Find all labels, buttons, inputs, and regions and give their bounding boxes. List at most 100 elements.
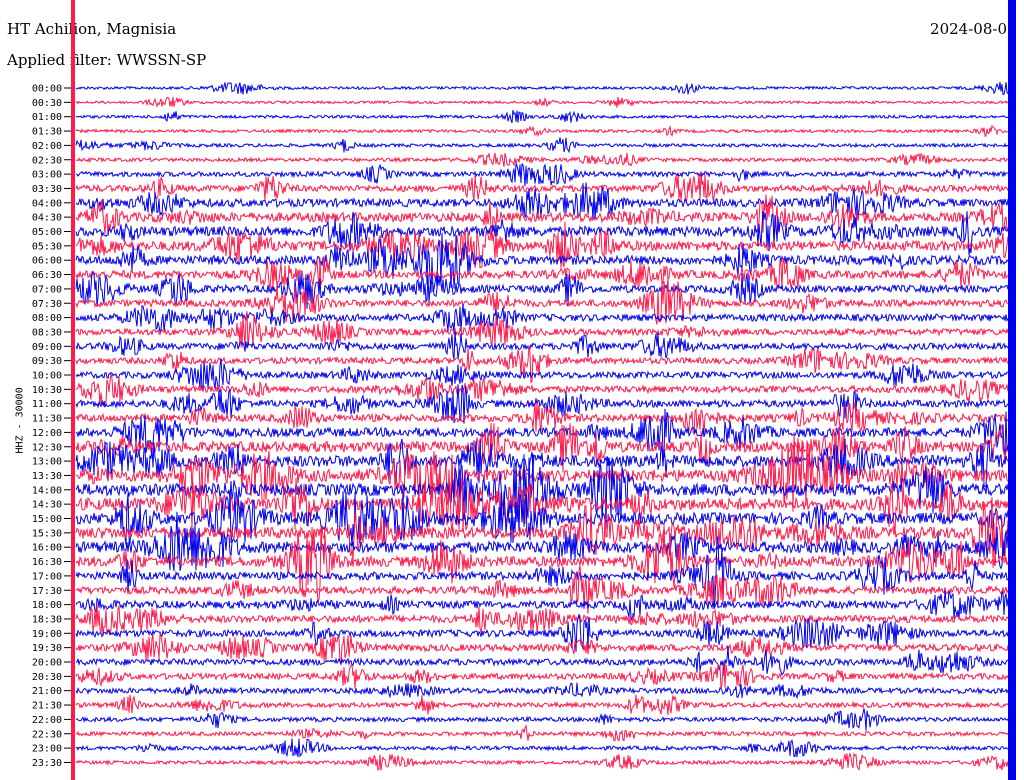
seismic-trace-0030 [75, 96, 1009, 108]
seismic-trace-1430 [75, 477, 1009, 533]
time-tick-label: 12:30 [32, 442, 62, 453]
time-tick-label: 02:00 [32, 141, 62, 152]
time-tick-label: 04:00 [32, 198, 62, 209]
seismic-trace-0000 [75, 81, 1009, 95]
seismic-trace-0230 [75, 152, 1009, 167]
time-tick-label: 12:00 [32, 428, 62, 439]
seismic-trace-1700 [75, 535, 1009, 609]
trace-group [75, 81, 1009, 772]
seismic-trace-1400 [75, 454, 1009, 530]
time-tick-label: 05:30 [32, 241, 62, 252]
seismic-trace-0630 [75, 255, 1009, 290]
time-tick-label: 01:30 [32, 127, 62, 138]
time-tick-label: 09:00 [32, 342, 62, 353]
time-tick-label: 14:00 [32, 485, 62, 496]
seismic-trace-0300 [75, 161, 1009, 187]
seismic-trace-2130 [75, 694, 1009, 716]
time-tick-label: 16:00 [32, 543, 62, 554]
seismic-trace-0330 [75, 172, 1009, 203]
seismic-trace-0500 [75, 211, 1009, 256]
seismic-trace-2330 [75, 752, 1009, 772]
time-tick-label: 00:00 [32, 84, 62, 95]
filter-label: Applied filter: WWSSN-SP [7, 51, 207, 69]
seismic-trace-0930 [75, 345, 1009, 384]
time-tick-label: 23:30 [32, 758, 62, 769]
right-edge-bar [1008, 0, 1016, 780]
seismic-trace-1030 [75, 373, 1009, 408]
seismic-trace-0130 [75, 124, 1009, 138]
time-tick-label: 19:00 [32, 629, 62, 640]
time-tick-label: 18:00 [32, 600, 62, 611]
seismic-trace-0530 [75, 221, 1009, 269]
time-tick-label: 06:30 [32, 270, 62, 281]
left-edge-bar [71, 0, 75, 780]
seismic-trace-1230 [75, 422, 1009, 476]
time-tick-label: 07:00 [32, 284, 62, 295]
time-tick-labels: 00:00 00:30 01:00 01:30 02:00 02:30 03:00 03:30… [32, 84, 71, 769]
seismic-trace-2300 [75, 738, 1009, 758]
time-tick-label: 08:30 [32, 327, 62, 338]
seismic-trace-1000 [75, 358, 1009, 392]
seismic-trace-1900 [75, 614, 1009, 652]
time-tick-label: 03:30 [32, 184, 62, 195]
seismic-trace-2200 [75, 708, 1009, 731]
date-label: 2024-08-0 [930, 20, 1007, 38]
seismic-trace-0400 [75, 182, 1009, 221]
seismic-trace-1830 [75, 603, 1009, 636]
seismic-trace-1800 [75, 590, 1009, 621]
seismic-trace-0800 [75, 304, 1009, 335]
seismic-trace-1200 [75, 408, 1009, 462]
seismic-trace-1600 [75, 511, 1009, 572]
time-tick-label: 21:30 [32, 701, 62, 712]
time-tick-label: 20:30 [32, 672, 62, 683]
time-tick-label: 05:00 [32, 227, 62, 238]
seismic-trace-0900 [75, 331, 1009, 360]
time-tick-label: 17:30 [32, 586, 62, 597]
seismic-trace-1530 [75, 497, 1009, 568]
time-tick-label: 10:30 [32, 385, 62, 396]
station-title: HT Achilion, Magnisia [7, 20, 177, 38]
seismic-trace-2230 [75, 723, 1009, 742]
time-tick-label: 02:30 [32, 155, 62, 166]
time-tick-label: 07:30 [32, 299, 62, 310]
time-tick-label: 13:00 [32, 457, 62, 468]
seismic-trace-0700 [75, 270, 1009, 309]
time-tick-label: 13:30 [32, 471, 62, 482]
time-tick-label: 16:30 [32, 557, 62, 568]
time-tick-label: 23:00 [32, 744, 62, 755]
seismic-trace-1730 [75, 565, 1009, 614]
time-tick-label: 18:30 [32, 614, 62, 625]
time-tick-label: 15:00 [32, 514, 62, 525]
seismic-trace-1500 [75, 491, 1009, 548]
time-tick-label: 03:00 [32, 170, 62, 181]
seismic-trace-1630 [75, 525, 1009, 604]
time-tick-label: 15:30 [32, 528, 62, 539]
seismic-trace-0200 [75, 137, 1009, 154]
time-tick-label: 22:30 [32, 729, 62, 740]
time-tick-label: 06:00 [32, 256, 62, 267]
seismic-trace-0100 [75, 109, 1009, 123]
time-tick-label: 21:00 [32, 686, 62, 697]
time-tick-label: 10:00 [32, 371, 62, 382]
time-tick-label: 11:30 [32, 414, 62, 425]
seismic-trace-2000 [76, 645, 1009, 676]
time-tick-label: 08:00 [32, 313, 62, 324]
seismic-trace-0830 [75, 311, 1009, 348]
seismic-trace-2100 [75, 682, 1009, 700]
time-tick-label: 00:30 [32, 98, 62, 109]
time-tick-label: 01:00 [32, 112, 62, 123]
seismic-trace-0430 [75, 194, 1009, 238]
time-tick-label: 20:00 [32, 658, 62, 669]
time-tick-label: 04:30 [32, 213, 62, 224]
time-tick-label: 11:00 [32, 399, 62, 410]
seismic-trace-0730 [75, 278, 1009, 325]
seismic-trace-0600 [75, 232, 1009, 293]
seismic-trace-1130 [75, 402, 1009, 436]
seismic-trace-1930 [75, 632, 1009, 665]
time-tick-label: 17:00 [32, 571, 62, 582]
time-tick-label: 19:30 [32, 643, 62, 654]
seismic-trace-1330 [76, 432, 1009, 512]
seismic-trace-2030 [75, 662, 1009, 689]
time-tick-label: 09:30 [32, 356, 62, 367]
